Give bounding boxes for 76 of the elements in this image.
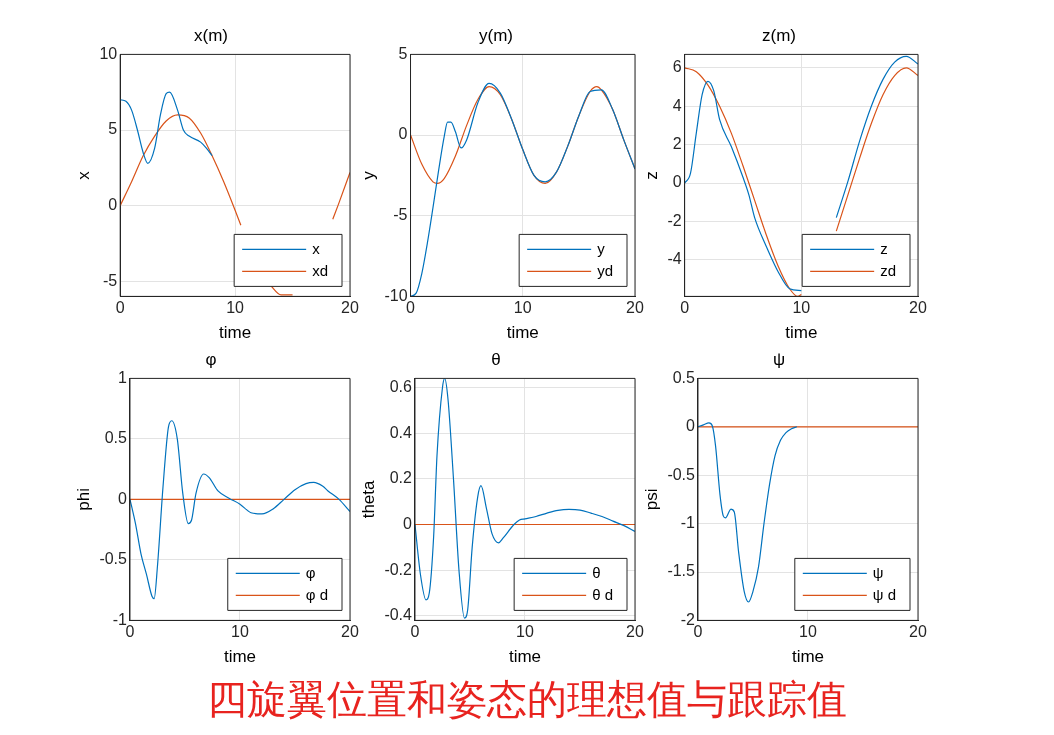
x-axis-title: time xyxy=(785,323,818,343)
y-axis-title: x xyxy=(73,170,93,180)
y-tick-label: 0.4 xyxy=(389,423,413,441)
y-tick-label: 5 xyxy=(108,120,118,138)
x-tick-label: 20 xyxy=(341,623,359,641)
legend-label: y xyxy=(597,239,606,257)
chart-title: θ xyxy=(491,349,501,369)
y-tick-label: 6 xyxy=(672,58,682,76)
y-axis-title: y xyxy=(358,170,378,180)
legend-label: x xyxy=(312,239,321,257)
y-tick-label: 1 xyxy=(118,368,128,386)
x-axis-title: time xyxy=(506,323,539,343)
legend-label: φ d xyxy=(305,585,329,603)
x-tick-label: 20 xyxy=(626,299,644,317)
y-tick-label: -0.4 xyxy=(384,606,413,624)
x-tick-label: 20 xyxy=(909,299,927,317)
chart-title: y(m) xyxy=(479,25,513,45)
y-tick-label: 0 xyxy=(108,196,118,214)
x-tick-label: 20 xyxy=(341,299,359,317)
y-tick-label: 0 xyxy=(118,489,128,507)
y-tick-label: -0.2 xyxy=(384,560,413,578)
y-tick-label: 5 xyxy=(398,44,408,62)
y-axis-title: z xyxy=(641,171,661,180)
line-series xyxy=(410,82,635,297)
line-series xyxy=(120,91,213,164)
x-tick-label: 10 xyxy=(516,623,534,641)
legend-label: ψ xyxy=(872,563,884,581)
y-axis-title: phi xyxy=(73,488,93,511)
legend-label: θ d xyxy=(592,585,614,603)
legend-label: yd xyxy=(597,261,613,279)
legend-label: xd xyxy=(312,261,328,279)
legend-label: ψ d xyxy=(872,585,896,603)
line-series xyxy=(414,378,635,619)
x-tick-label: 10 xyxy=(799,623,817,641)
y-tick-label: -10 xyxy=(384,286,408,304)
x-axis-title: time xyxy=(223,647,257,667)
y-tick-label: 0.6 xyxy=(389,377,413,395)
x-tick-label: 10 xyxy=(792,299,811,317)
x-axis-title: time xyxy=(791,647,825,667)
y-tick-label: 10 xyxy=(99,44,118,62)
y-axis-title: theta xyxy=(358,479,378,519)
chart-title: z(m) xyxy=(762,25,796,45)
x-axis-title: time xyxy=(508,647,542,667)
text: 四旋翼位置和姿态的理想值与跟踪值 xyxy=(206,675,848,724)
y-tick-label: 2 xyxy=(672,135,682,153)
y-tick-label: 0.5 xyxy=(104,429,128,447)
legend-label: φ xyxy=(305,563,316,581)
x-axis-title: time xyxy=(219,323,252,343)
line-series xyxy=(697,422,798,603)
x-tick-label: 10 xyxy=(226,299,245,317)
x-tick-label: 10 xyxy=(513,299,532,317)
y-tick-label: -4 xyxy=(667,250,682,268)
x-tick-label: 20 xyxy=(626,623,644,641)
y-tick-label: 4 xyxy=(672,96,682,114)
legend-label: θ xyxy=(592,563,601,581)
y-tick-label: 0.5 xyxy=(672,368,696,386)
y-tick-label: -1 xyxy=(680,514,696,532)
y-tick-label: 0 xyxy=(686,417,696,435)
y-tick-label: 0 xyxy=(672,173,682,191)
y-tick-label: 0 xyxy=(398,125,408,143)
y-tick-label: -5 xyxy=(102,271,118,289)
y-tick-label: -5 xyxy=(393,206,408,224)
y-tick-label: 0 xyxy=(403,514,413,532)
y-tick-label: -0.5 xyxy=(99,550,128,568)
chart-title: x(m) xyxy=(194,25,228,45)
legend-label: z xyxy=(880,239,888,257)
y-axis-title: psi xyxy=(641,488,661,511)
y-tick-label: -1.5 xyxy=(667,562,696,580)
legend-label: zd xyxy=(880,261,896,279)
x-tick-label: 10 xyxy=(231,623,249,641)
y-tick-label: -2 xyxy=(667,211,682,229)
y-tick-label: 0.2 xyxy=(389,469,413,487)
chart-title: φ xyxy=(205,349,217,369)
y-tick-label: -0.5 xyxy=(667,465,696,483)
chart-title: ψ xyxy=(772,349,786,369)
x-tick-label: 20 xyxy=(909,623,927,641)
